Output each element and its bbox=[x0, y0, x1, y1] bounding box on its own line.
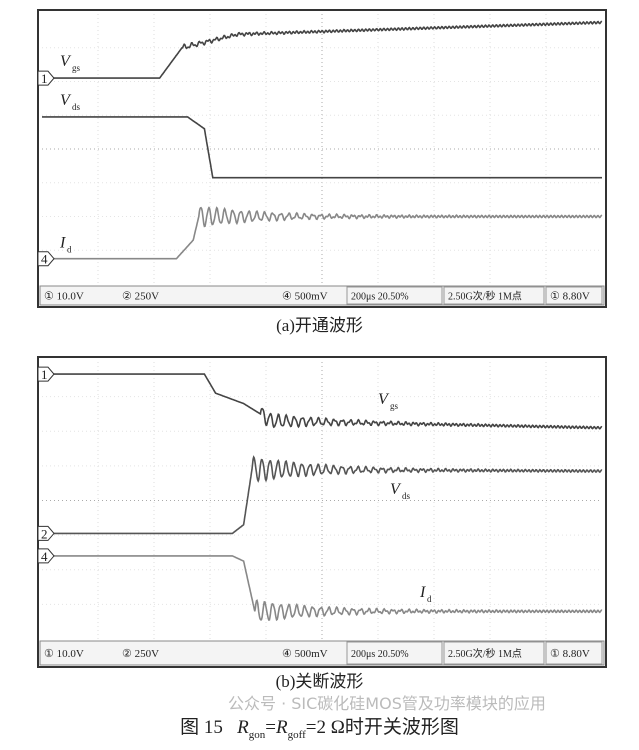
channel-marker-label: 2 bbox=[41, 526, 48, 541]
status-bar bbox=[39, 285, 605, 306]
r-symbol-2: R bbox=[276, 717, 288, 738]
caption-b: (b)关断波形 bbox=[275, 672, 364, 691]
series-label-sub: ds bbox=[402, 491, 411, 501]
status-box bbox=[545, 641, 603, 665]
series-label-sub: gs bbox=[72, 63, 81, 73]
series-label: I bbox=[419, 584, 426, 601]
waveform-id bbox=[42, 555, 603, 622]
status-ch1: ① 10.0V bbox=[44, 291, 84, 303]
waveform-vds bbox=[42, 116, 602, 179]
scope-frame bbox=[37, 356, 607, 668]
channel-marker-label: 4 bbox=[41, 252, 48, 267]
channel-marker-1 bbox=[37, 366, 55, 382]
status-box bbox=[545, 286, 603, 305]
status-box bbox=[443, 286, 545, 305]
status-ch4: ④ 500mV bbox=[282, 648, 328, 660]
r-symbol: R bbox=[237, 717, 249, 738]
series-label-sub: d bbox=[67, 245, 72, 255]
status-trigger: ① 8.80V bbox=[550, 291, 590, 303]
status-bar bbox=[39, 640, 605, 666]
status-rate: 2.50G次/秒 1M点 bbox=[448, 647, 522, 660]
channel-marker-4 bbox=[37, 548, 55, 564]
channel-marker-label: 1 bbox=[41, 71, 48, 86]
series-label: V bbox=[378, 391, 390, 408]
waveform-id bbox=[42, 206, 603, 260]
status-trigger: ① 8.80V bbox=[550, 648, 590, 660]
status-ch2: ② 250V bbox=[122, 648, 159, 660]
waveform-vgs bbox=[42, 373, 603, 430]
series-label-sub: d bbox=[427, 594, 432, 604]
caption-a: (a)开通波形 bbox=[276, 316, 363, 335]
watermark: 公众号 · SIC碳化硅MOS管及功率模块的应用 bbox=[228, 694, 546, 713]
figure-title: 图 15 Rgon=Rgoff=2 Ω时开关波形图 bbox=[0, 716, 639, 740]
scope-panel-1: 1 V gs 2 V ds 4 I d ① 10.0V ② 250V ④ 500mV ① 8.80V 20… bbox=[37, 356, 607, 668]
series-label-sub: gs bbox=[390, 401, 399, 411]
channel-marker-2 bbox=[37, 525, 55, 541]
status-timebase: 200μs 20.50% bbox=[351, 292, 409, 303]
waveform-vds bbox=[42, 455, 603, 535]
figure-title-tail: =2 Ω时开关波形图 bbox=[305, 717, 459, 738]
status-ch4: ④ 500mV bbox=[282, 291, 328, 303]
series-label-sub: ds bbox=[72, 102, 81, 112]
status-rate: 2.50G次/秒 1M点 bbox=[448, 290, 522, 303]
waveform-vgs bbox=[42, 20, 603, 79]
r-sub-off: goff bbox=[287, 728, 306, 741]
status-timebase: 200μs 20.50% bbox=[351, 649, 409, 660]
channel-marker-label: 1 bbox=[41, 367, 48, 382]
r-sub-on: gon bbox=[248, 728, 266, 741]
status-box bbox=[346, 641, 443, 665]
series-label: V bbox=[390, 481, 402, 498]
series-label: V bbox=[60, 92, 72, 109]
channel-marker-1 bbox=[37, 70, 55, 86]
status-box bbox=[443, 641, 545, 665]
channel-marker-label: 4 bbox=[41, 549, 48, 564]
status-box bbox=[346, 286, 443, 305]
figure-number: 图 15 bbox=[180, 717, 223, 738]
series-label: V bbox=[60, 53, 72, 70]
equals: = bbox=[265, 717, 276, 738]
series-label: I bbox=[59, 235, 66, 252]
status-ch1: ① 10.0V bbox=[44, 648, 84, 660]
channel-marker-4 bbox=[37, 251, 55, 267]
status-ch2: ② 250V bbox=[122, 291, 159, 303]
